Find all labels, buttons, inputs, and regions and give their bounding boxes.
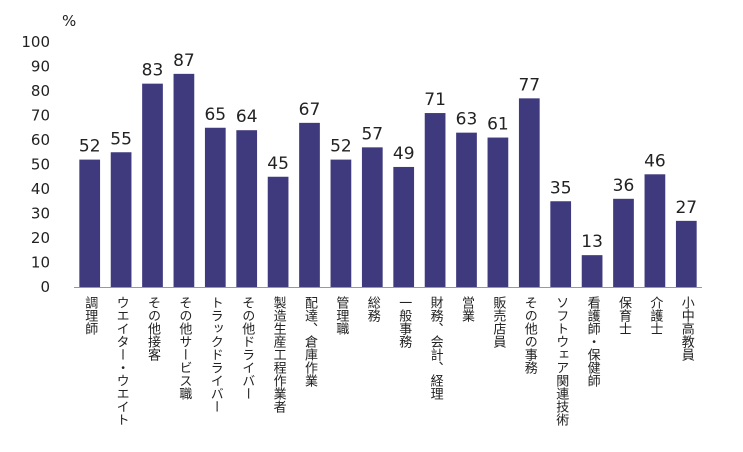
y-tick-label: 10 [31,254,50,272]
category-label: ウエイター・ウエイト [114,296,129,426]
data-label: 55 [110,129,132,149]
data-label: 35 [550,178,572,198]
data-label: 61 [487,115,509,135]
category-label: 介護士 [647,296,663,335]
bar [424,113,446,287]
category-labels: 調理師 ウエイター・ウエイト その他接客 その他サービス職 トラックドライバー その他ドラ… [82,295,694,427]
category-label: 配達、倉庫作業 [302,296,318,387]
data-label: 87 [173,51,195,71]
bar [142,83,163,288]
category-label: 管理職 [333,296,349,335]
category-label: 販売店員 [490,296,506,348]
y-tick-label: 30 [31,205,50,223]
bar [675,220,697,287]
bar [299,122,320,287]
bar [644,174,666,287]
category-label: 一般事務 [396,296,412,349]
y-tick-label: 90 [31,58,50,76]
y-tick-label: 60 [31,131,50,149]
category-label: その他ドライバー [239,296,255,400]
data-label: 67 [299,100,321,120]
category-label: その他サービス職 [176,296,192,400]
data-label: 65 [204,105,226,125]
bar [204,127,226,287]
y-tick-label: 100 [21,33,50,51]
category-label: 総務 [365,296,381,323]
category-label: 看護師・保健師 [585,295,601,388]
category-label: 調理師 [82,296,98,336]
data-label: 27 [675,198,697,218]
data-label: 63 [456,110,478,130]
bar [110,152,132,287]
category-label: 財務、会計、経理 [428,296,444,400]
category-label: 営業 [459,296,475,322]
category-label: その他接客 [145,296,161,362]
data-label: 52 [330,137,352,157]
data-label: 49 [393,144,415,164]
category-label: ソフトウェア関連技術 [553,296,569,427]
data-label: 71 [424,90,446,110]
data-labels: 52 55 83 87 65 64 45 67 52 57 49 71 63 61 77 35 13 36 46 27 [79,51,697,252]
bar [613,198,634,287]
category-label: 小中高教員 [679,296,695,361]
data-label: 83 [142,61,164,81]
data-label: 77 [518,75,540,95]
data-label: 64 [236,107,258,127]
bar [393,166,415,287]
bar [518,98,540,287]
bars [79,73,697,288]
y-tick-label: 0 [40,278,50,296]
bar [79,159,101,287]
data-label: 13 [581,232,603,252]
data-label: 45 [267,154,289,174]
y-axis-unit-label: % [62,12,76,30]
bar [236,130,258,287]
category-label: 製造生産工程作業者 [271,296,287,414]
bar [267,176,289,287]
category-label: トラックドライバー [208,296,224,413]
y-tick-label: 40 [31,180,50,198]
y-tick-label: 20 [31,229,50,247]
y-tick-label: 70 [31,107,50,125]
category-label: 保育士 [616,296,632,335]
category-label: その他の事務 [522,296,538,375]
data-label: 46 [644,151,666,171]
bar [173,73,195,287]
data-label: 36 [613,176,635,196]
y-axis-ticks: 0 10 20 30 40 50 60 70 80 90 100 [21,33,50,296]
y-tick-label: 50 [31,156,50,174]
bar [361,147,383,287]
bar [330,159,352,287]
data-label: 52 [79,137,101,157]
bar [581,255,603,287]
y-tick-label: 80 [31,82,50,100]
bar [550,201,572,287]
bar [487,137,509,287]
data-label: 57 [361,124,383,144]
bar [456,132,477,287]
